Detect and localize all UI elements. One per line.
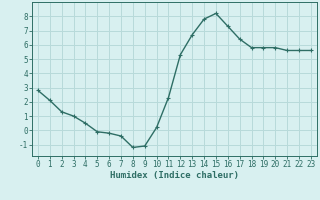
X-axis label: Humidex (Indice chaleur): Humidex (Indice chaleur)	[110, 171, 239, 180]
